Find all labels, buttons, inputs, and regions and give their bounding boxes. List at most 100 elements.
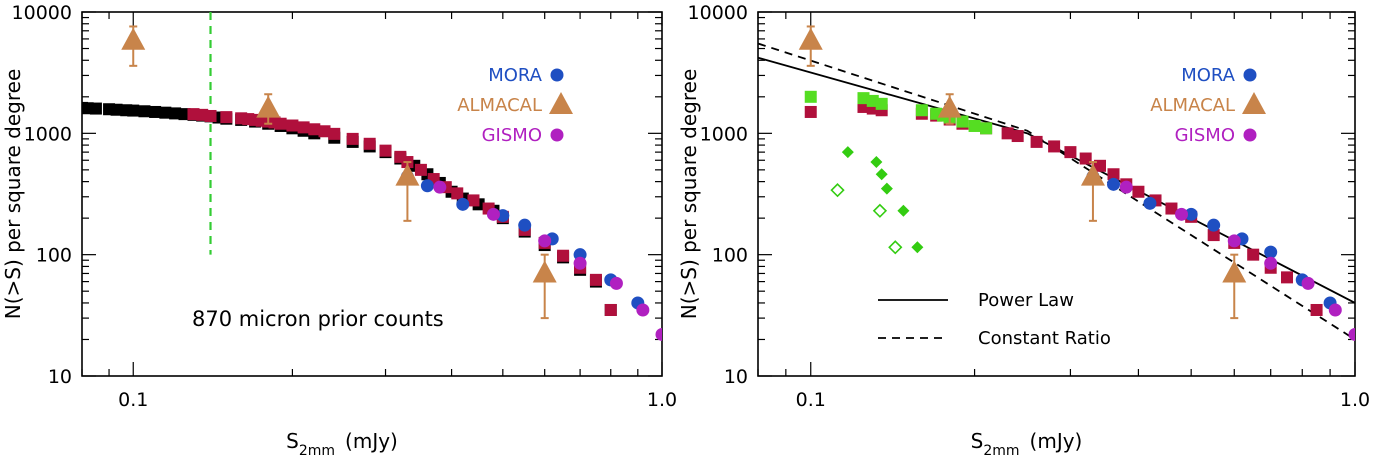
data-point [798, 27, 823, 50]
y-tick-label: 100 [36, 245, 72, 267]
data-point [636, 303, 650, 317]
series-gismo [433, 180, 662, 341]
x-axis-label-main: S [286, 429, 299, 453]
x-axis-label-main: S [971, 429, 984, 453]
data-point [1165, 202, 1178, 215]
data-point [451, 187, 464, 200]
data-point [149, 105, 162, 118]
data-point [1080, 163, 1105, 186]
data-point [1264, 256, 1278, 270]
x-axis-label-unit: (mJy) [345, 429, 398, 453]
legend-label: GISMO [1175, 125, 1235, 146]
data-point [178, 108, 191, 121]
data-point [256, 95, 281, 118]
data-point [456, 197, 470, 211]
plot-frame [757, 11, 1356, 377]
data-point [880, 182, 893, 195]
line-legend-label: Constant Ratio [978, 328, 1111, 349]
data-point [872, 203, 888, 218]
data-point [395, 163, 420, 186]
plot-area [82, 12, 662, 341]
line-legend-label: Power Law [978, 290, 1074, 311]
data-point [1328, 303, 1342, 317]
data-point [538, 234, 552, 248]
data-point [138, 105, 151, 118]
data-point [911, 241, 924, 254]
series-almacal [121, 25, 557, 320]
data-point [297, 121, 310, 134]
y-tick-label: 10 [48, 366, 72, 388]
data-point [433, 180, 447, 194]
data-point [1310, 303, 1323, 316]
data-point [841, 146, 854, 159]
series-gismo [1119, 180, 1355, 341]
data-point [420, 179, 434, 193]
data-point [1184, 207, 1198, 221]
legend-marker [550, 68, 564, 82]
legend-marker [550, 128, 564, 142]
chart-panel-2: 0.1 1.0 10 100 1000 10000 S2mm (mJy) N(>S) per s… [677, 2, 1370, 459]
data-point [220, 111, 233, 124]
chart-panel-1: 0.1 1.0 10 100 1000 10000 S2mm (mJy) N(>S) per s… [1, 2, 677, 459]
y-tick-label: 10000 [688, 2, 748, 24]
y-tick-label: 10 [724, 366, 748, 388]
x-tick-label: 0.1 [796, 389, 826, 411]
data-point [379, 144, 392, 157]
chart-annotation: 870 micron prior counts [192, 307, 444, 331]
data-point [346, 132, 359, 145]
data-point [363, 137, 376, 150]
y-tick-label: 10000 [12, 2, 72, 24]
legend-label: ALMACAL [457, 95, 542, 116]
line-power-law [758, 56, 1355, 304]
data-point [573, 256, 587, 270]
legend-label: MORA [488, 65, 542, 86]
data-point [897, 204, 910, 217]
data-point [1348, 327, 1355, 341]
legend-marker [1242, 92, 1266, 114]
data-point [532, 260, 557, 283]
x-axis-label-sub: 2mm [299, 443, 335, 459]
legend-marker [1243, 128, 1257, 142]
data-point [414, 163, 427, 176]
data-point [1132, 185, 1145, 198]
data-point [1222, 260, 1247, 283]
x-axis-label-sub: 2mm [983, 443, 1019, 459]
data-point [1079, 152, 1092, 165]
data-point [1030, 135, 1043, 148]
data-point [318, 125, 331, 138]
series-set-3 [841, 146, 924, 254]
line-constant-ratio [758, 42, 1355, 341]
legend-marker [549, 92, 573, 114]
data-point [1264, 245, 1278, 259]
data-point [1143, 196, 1157, 210]
legend-label: MORA [1181, 65, 1235, 86]
y-tick-label: 1000 [24, 123, 72, 145]
data-point [968, 119, 981, 132]
data-point [604, 303, 617, 316]
series-set-4 [830, 183, 903, 255]
data-point [121, 27, 146, 50]
data-point [915, 104, 928, 117]
plot-frame [81, 11, 663, 377]
data-point [804, 105, 817, 118]
legend: MORA ALMACAL GISMO [457, 65, 573, 146]
x-tick-label: 0.1 [118, 389, 148, 411]
data-point [1048, 140, 1061, 153]
x-axis-label: S2mm (mJy) [286, 429, 398, 459]
plot-area [758, 25, 1355, 341]
data-point [875, 168, 888, 181]
data-point [110, 103, 123, 116]
x-axis-label-unit: (mJy) [1030, 429, 1083, 453]
y-tick-label: 100 [712, 245, 748, 267]
data-point [467, 194, 480, 207]
data-point [328, 127, 341, 140]
data-point [204, 109, 217, 122]
data-point [518, 218, 532, 232]
data-point [557, 249, 570, 262]
x-tick-label: 1.0 [1340, 389, 1370, 411]
data-point [82, 102, 94, 115]
data-point [286, 119, 299, 132]
legend: MORA ALMACAL GISMO [1150, 65, 1266, 146]
data-point [956, 115, 969, 128]
